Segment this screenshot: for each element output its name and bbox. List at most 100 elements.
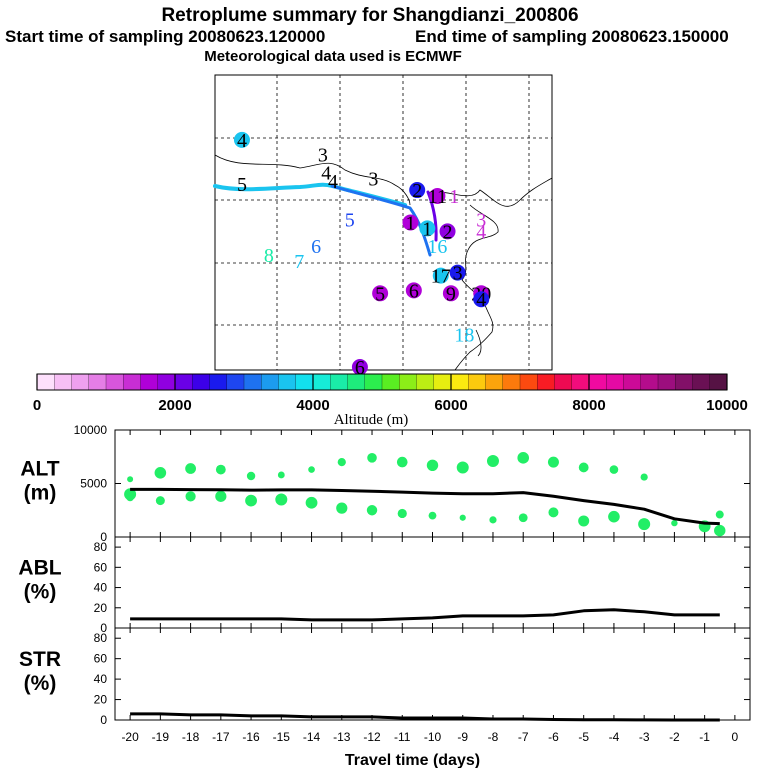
colorbar-cell (485, 374, 504, 390)
alt-scatter-point (548, 507, 559, 518)
x-tick-label: -17 (212, 730, 230, 744)
colorbar-cell (192, 374, 210, 390)
x-tick-label: -7 (518, 730, 529, 744)
colorbar-cell (295, 374, 314, 390)
y-tick-label: 60 (94, 560, 108, 574)
alt-scatter-point (308, 466, 315, 473)
y-tick-label: 40 (94, 672, 108, 686)
colorbar-cell (433, 374, 452, 390)
colorbar-cell (658, 374, 676, 390)
colorbar-cell (278, 374, 297, 390)
plume-point-label: 16 (427, 236, 447, 258)
plume-point-label: 6 (355, 357, 365, 379)
colorbar-cell (313, 374, 331, 390)
colorbar-cell (37, 374, 55, 390)
plume-point-dot (419, 220, 436, 237)
colorbar-cell (416, 374, 435, 390)
map-frame (214, 74, 553, 371)
alt-scatter-point (671, 519, 678, 527)
x-tick-label: -14 (303, 730, 321, 744)
plume-point-dot (233, 131, 250, 148)
plume-point-label: 1 (449, 186, 459, 208)
x-axis-label: Travel time (days) (345, 752, 480, 768)
plume-point-label: 2 (443, 221, 453, 243)
plume-point-dot (473, 291, 490, 308)
colorbar-cell (640, 374, 659, 390)
plume-point-label: 4 (321, 162, 331, 184)
alt-scatter-point (714, 524, 726, 537)
plume-point-label: 4 (476, 289, 486, 311)
plume-point-label: 6 (311, 236, 321, 258)
alt-scatter-point (396, 456, 408, 468)
alt-scatter-point (459, 514, 466, 521)
plume-point-dot (429, 187, 446, 204)
alt-scatter-point (640, 473, 648, 481)
plume-point-label: 1 (405, 213, 415, 235)
alt-scatter-point (518, 513, 528, 523)
panel-frame (114, 627, 751, 721)
x-tick-label: -9 (457, 730, 468, 744)
x-tick-label: -8 (488, 730, 499, 744)
alt-scatter-point (517, 452, 530, 464)
plume-point-label: 17 (431, 266, 451, 288)
alt-scatter-point (126, 493, 134, 502)
map-coastline (214, 154, 553, 371)
alt-scatter-point (489, 516, 497, 524)
y-tick-label: 0 (100, 621, 107, 635)
y-tick-label: 5000 (80, 477, 107, 491)
alt-scatter-point (215, 490, 227, 502)
y-axis-label: ALT (20, 458, 59, 481)
y-axis-label: ABL (18, 557, 61, 580)
alt-scatter-point (608, 510, 620, 523)
colorbar-cell (382, 374, 400, 390)
map-gridlines (215, 75, 552, 370)
plume-point-dot (442, 285, 459, 302)
end-time-label: End time of sampling 20080623.150000 (415, 27, 729, 46)
colorbar-cell (261, 374, 279, 390)
plume-point-label: 3 (318, 145, 328, 167)
colorbar-cell (623, 374, 642, 390)
plume-point-dot (409, 182, 426, 199)
abl-series-line (130, 608, 720, 622)
plume-trajectories (213, 182, 438, 257)
alt-scatter-point (305, 496, 318, 509)
colorbar-cell (88, 374, 107, 390)
colorbar-cell (520, 374, 538, 390)
colorbar-cell (123, 374, 141, 390)
y-tick-label: 80 (94, 540, 108, 554)
plume-point-label: 3 (368, 168, 378, 190)
plume-point-label: 4 (328, 171, 338, 193)
x-tick-label: -15 (273, 730, 291, 744)
coastline-island (475, 329, 482, 357)
alt-scatter-point (154, 467, 167, 479)
x-tick-label: -6 (548, 730, 559, 744)
colorbar-cell (468, 374, 486, 390)
alt-scatter-point (456, 461, 469, 474)
alt-scatter-point (578, 515, 590, 527)
alt-scatter-point (366, 505, 378, 516)
figure-title: Retroplume summary for Shangdianzi_20080… (161, 5, 578, 26)
colorbar-cell (451, 374, 469, 390)
alt-series-line (130, 487, 720, 526)
time-series-panels: 0500010000ALT(m)020406080ABL(%)020406080… (18, 423, 751, 768)
colorbar-cell (364, 374, 383, 390)
x-tick-label: -4 (609, 730, 620, 744)
alt-scatter-point (155, 496, 165, 506)
colorbar-cell (157, 374, 176, 390)
y-tick-label: 20 (94, 693, 108, 707)
y-axis-label: STR (19, 648, 61, 671)
plume-point-label: 5 (237, 174, 247, 196)
alt-scatter-point (426, 459, 439, 472)
y-axis-label: (%) (24, 672, 57, 695)
colorbar-cell (226, 374, 245, 390)
colorbar-cell (692, 374, 711, 390)
colorbar-tick-label: 0 (33, 397, 41, 414)
plume-point-label: 1 (422, 218, 432, 240)
x-tick-label: -5 (578, 730, 589, 744)
alt-scatter-point (336, 502, 348, 514)
colorbar-cell (106, 374, 124, 390)
x-tick-label: -2 (669, 730, 680, 744)
x-tick-label: -18 (182, 730, 200, 744)
